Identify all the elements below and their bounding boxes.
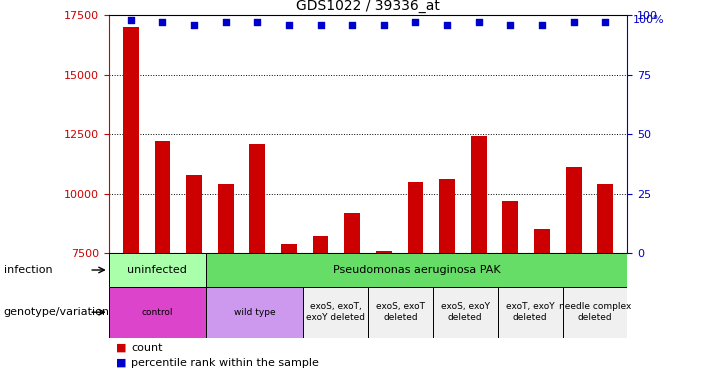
Bar [440, 179, 455, 253]
Title: GDS1022 / 39336_at: GDS1022 / 39336_at [296, 0, 440, 13]
Bar [218, 184, 233, 253]
Bar [566, 167, 582, 253]
Bar [250, 144, 265, 253]
Text: percentile rank within the sample: percentile rank within the sample [131, 358, 319, 368]
Bar [109, 287, 206, 338]
Bar [206, 287, 303, 338]
Point [315, 21, 326, 27]
Bar [498, 287, 562, 338]
Point [220, 19, 231, 25]
Bar [313, 237, 329, 253]
Bar [281, 244, 297, 253]
Text: infection: infection [4, 265, 52, 275]
Bar [471, 136, 486, 253]
Text: genotype/variation: genotype/variation [4, 307, 109, 317]
Text: exoS, exoY
deleted: exoS, exoY deleted [441, 303, 490, 322]
Bar [368, 287, 433, 338]
Point [379, 21, 390, 27]
Bar [407, 182, 423, 253]
Bar [433, 287, 498, 338]
Bar [186, 174, 202, 253]
Point [157, 19, 168, 25]
Bar [206, 253, 627, 287]
Bar [109, 253, 206, 287]
Text: needle complex
deleted: needle complex deleted [559, 303, 631, 322]
Point [473, 19, 484, 25]
Text: ■: ■ [116, 343, 130, 352]
Point [346, 21, 358, 27]
Text: exoS, exoT
deleted: exoS, exoT deleted [376, 303, 425, 322]
Text: Pseudomonas aeruginosa PAK: Pseudomonas aeruginosa PAK [333, 265, 501, 275]
Bar [376, 251, 392, 253]
Bar [503, 201, 518, 253]
Text: control: control [142, 308, 173, 316]
Bar [597, 184, 613, 253]
Point [410, 19, 421, 25]
Text: count: count [131, 343, 163, 352]
Point [283, 21, 294, 27]
Text: exoS, exoT,
exoY deleted: exoS, exoT, exoY deleted [306, 303, 365, 322]
Bar [154, 141, 170, 253]
Text: exoT, exoY
deleted: exoT, exoY deleted [506, 303, 554, 322]
Point [599, 19, 611, 25]
Point [252, 19, 263, 25]
Point [568, 19, 579, 25]
Point [442, 21, 453, 27]
Bar [562, 287, 627, 338]
Text: ■: ■ [116, 358, 130, 368]
Text: uninfected: uninfected [128, 265, 187, 275]
Text: 100%: 100% [632, 15, 665, 25]
Point [189, 21, 200, 27]
Bar [344, 213, 360, 253]
Bar [303, 287, 368, 338]
Point [505, 21, 516, 27]
Point [125, 17, 137, 23]
Bar [123, 27, 139, 253]
Point [536, 21, 547, 27]
Bar [534, 229, 550, 253]
Text: wild type: wild type [233, 308, 275, 316]
